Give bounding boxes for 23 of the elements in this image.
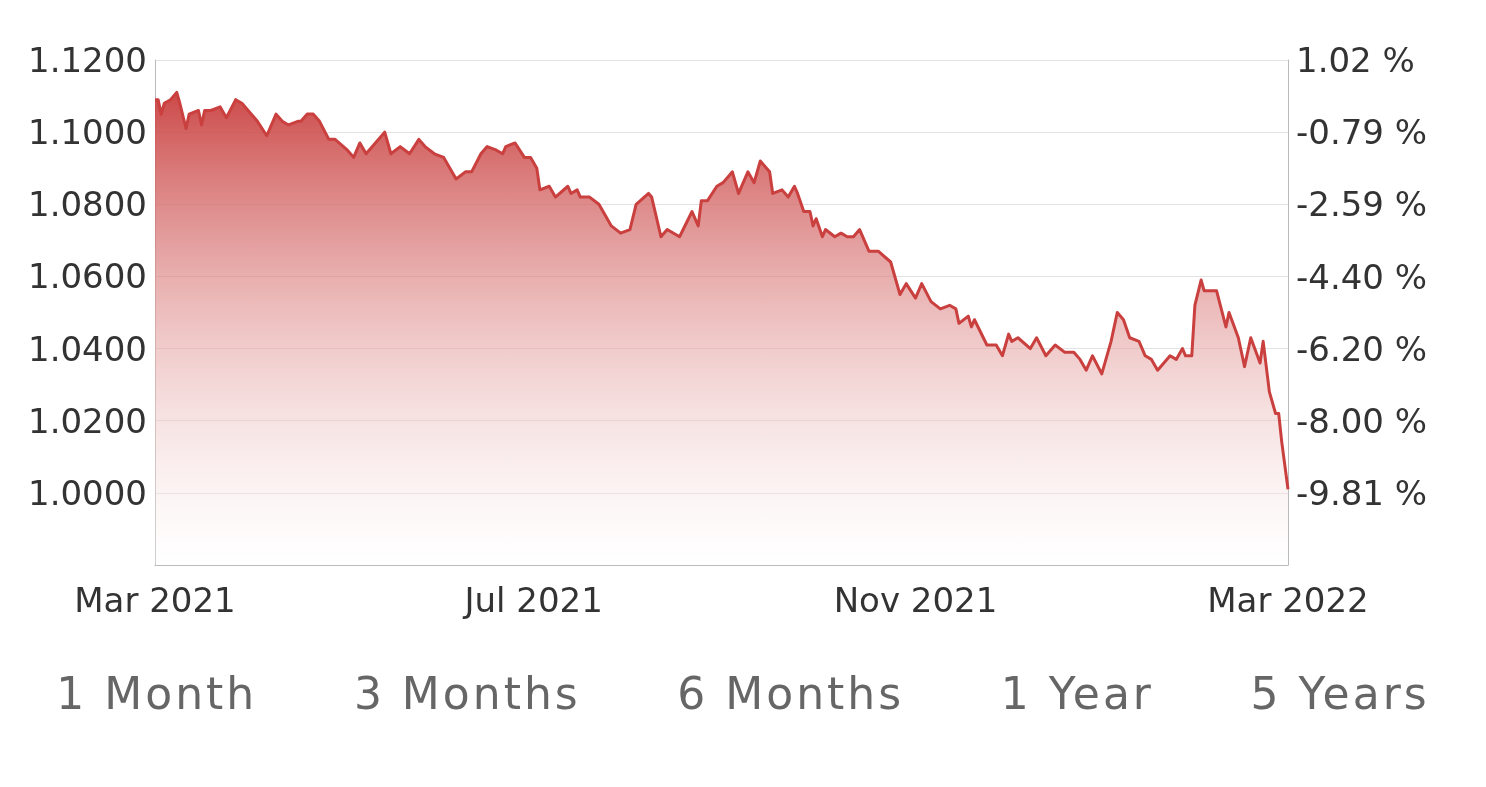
y2-tick-label: -4.40 % <box>1296 256 1428 297</box>
text: 3 Months <box>353 668 581 719</box>
y-tick-label: 1.1000 <box>28 112 147 153</box>
x-tick-label: Mar 2021 <box>74 580 236 620</box>
y-tick-label: 1.0800 <box>28 184 147 225</box>
x-tick-label: Jul 2021 <box>462 580 603 620</box>
y-tick-label: 1.1200 <box>28 40 147 80</box>
text: 1 Month <box>56 668 258 719</box>
y-tick-label: 1.0200 <box>28 400 147 441</box>
x-tick-label: Mar 2022 <box>1207 580 1369 620</box>
text: 6 Months <box>677 668 905 719</box>
y2-tick-label: -9.81 % <box>1296 473 1428 514</box>
y2-tick-label: -8.00 % <box>1296 400 1428 441</box>
y-tick-label: 1.0000 <box>28 472 147 513</box>
text: 1 Year <box>1000 668 1154 719</box>
y-tick-label: 1.0400 <box>28 328 147 369</box>
y2-tick-label: -0.79 % <box>1296 112 1428 153</box>
text: 5 Years <box>1250 668 1430 719</box>
y2-tick-label: -6.20 % <box>1296 328 1428 369</box>
y2-tick-label: 1.02 % <box>1296 40 1415 80</box>
y2-tick-label: -2.59 % <box>1296 184 1428 225</box>
x-tick-label: Nov 2021 <box>833 580 998 620</box>
y-tick-label: 1.0600 <box>28 256 147 297</box>
